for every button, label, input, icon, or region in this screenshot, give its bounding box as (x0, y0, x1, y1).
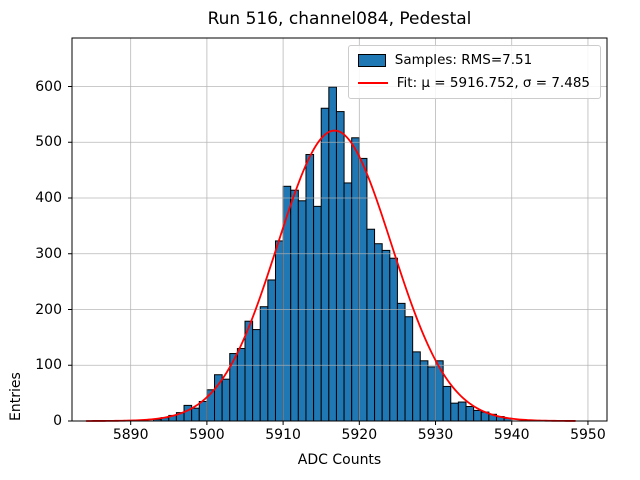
x-tick-label: 5920 (341, 427, 378, 443)
legend: Samples: RMS=7.51 Fit: μ = 5916.752, σ =… (347, 45, 601, 99)
y-tick-label: 400 (35, 190, 62, 206)
x-tick-label: 5900 (189, 427, 225, 443)
y-tick-label: 300 (35, 245, 62, 262)
y-tick-label: 500 (35, 134, 62, 151)
x-axis-label: ADC Counts (297, 452, 382, 468)
plot-area: Samples: RMS=7.51 Fit: μ = 5916.752, σ =… (68, 37, 608, 425)
y-tick-label: 600 (35, 78, 62, 95)
y-tick-label: 0 (53, 413, 62, 429)
legend-samples-label: Samples: RMS=7.51 (394, 52, 533, 68)
legend-fit-label: Fit: μ = 5916.752, σ = 7.485 (396, 75, 590, 91)
legend-item-fit: Fit: μ = 5916.752, σ = 7.485 (357, 75, 590, 91)
x-tick-label: 5910 (265, 427, 301, 443)
legend-item-samples: Samples: RMS=7.51 (357, 52, 590, 68)
histogram-swatch (357, 53, 386, 67)
x-tick-label: 5950 (570, 427, 606, 443)
y-tick-label: 100 (35, 357, 62, 374)
x-tick-label: 5940 (493, 427, 530, 443)
y-tick-label: 200 (35, 301, 62, 318)
x-tick-label: 5930 (417, 427, 454, 443)
chart-title: Run 516, channel084, Pedestal (207, 9, 472, 29)
histogram-plot-svg (68, 37, 608, 425)
x-tick-label: 5890 (112, 427, 149, 443)
fit-line-swatch (357, 82, 388, 84)
